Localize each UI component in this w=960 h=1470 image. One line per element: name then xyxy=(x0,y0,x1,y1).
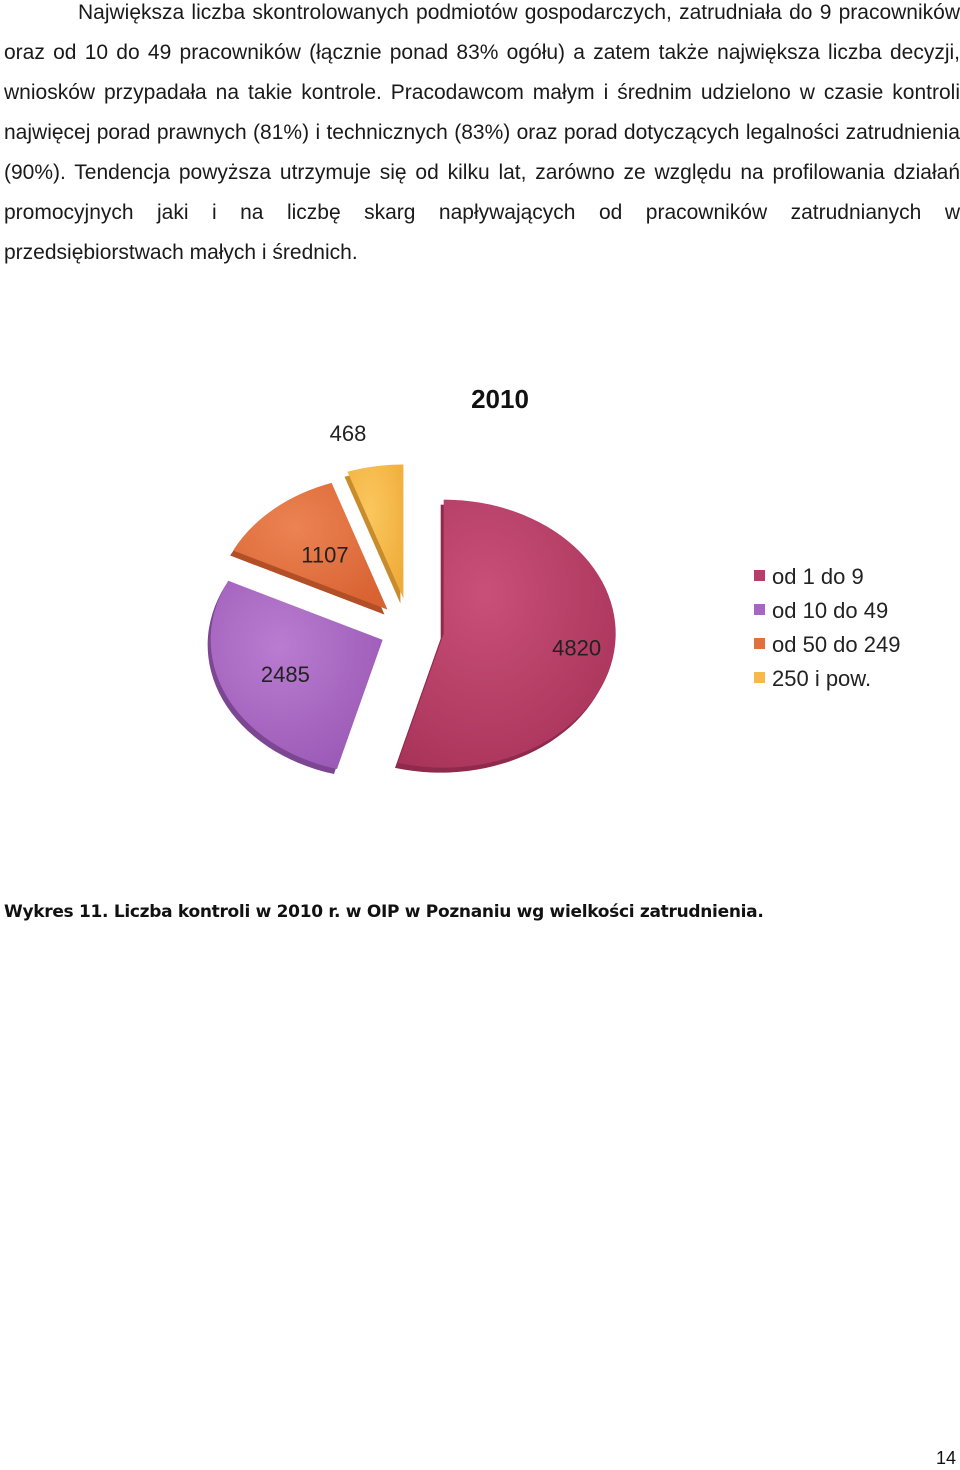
legend-swatch-250-i-pow xyxy=(754,672,765,683)
page-number: 14 xyxy=(936,1448,957,1468)
pie-chart: 2010 4820 2485 1107 468 od 1 do 9 od 10 do 4… xyxy=(207,384,900,775)
pie-slice-od-10-do-49 xyxy=(210,580,383,770)
body-paragraph-text: Największa liczba skontrolowanych podmio… xyxy=(4,1,960,264)
pie-slice-od-1-do-9 xyxy=(398,499,616,768)
value-label-250-i-pow: 468 xyxy=(330,421,367,446)
pie-slice-od-50-do-249 xyxy=(233,482,388,610)
legend-swatch-od-1-do-9 xyxy=(754,570,765,581)
legend-swatch-od-50-do-249 xyxy=(754,638,765,649)
chart-title: 2010 xyxy=(471,384,529,414)
value-label-od-50-do-249: 1107 xyxy=(301,542,348,567)
legend-swatch-od-10-do-49 xyxy=(754,604,765,615)
chart-caption: Wykres 11. Liczba kontroli w 2010 r. w O… xyxy=(4,902,764,922)
legend-label-250-i-pow: 250 i pow. xyxy=(772,666,871,691)
legend-label-od-50-do-249: od 50 do 249 xyxy=(772,632,900,657)
value-label-od-1-do-9: 4820 xyxy=(552,636,601,661)
value-label-od-10-do-49: 2485 xyxy=(261,662,310,687)
pie-slice-250-i-pow xyxy=(347,464,404,599)
legend-label-od-10-do-49: od 10 do 49 xyxy=(772,598,888,623)
legend-label-od-1-do-9: od 1 do 9 xyxy=(772,564,864,589)
chart-legend: od 1 do 9 od 10 do 49 od 50 do 249 250 i po… xyxy=(754,564,900,691)
body-paragraph: Największa liczba skontrolowanych podmio… xyxy=(4,0,960,273)
